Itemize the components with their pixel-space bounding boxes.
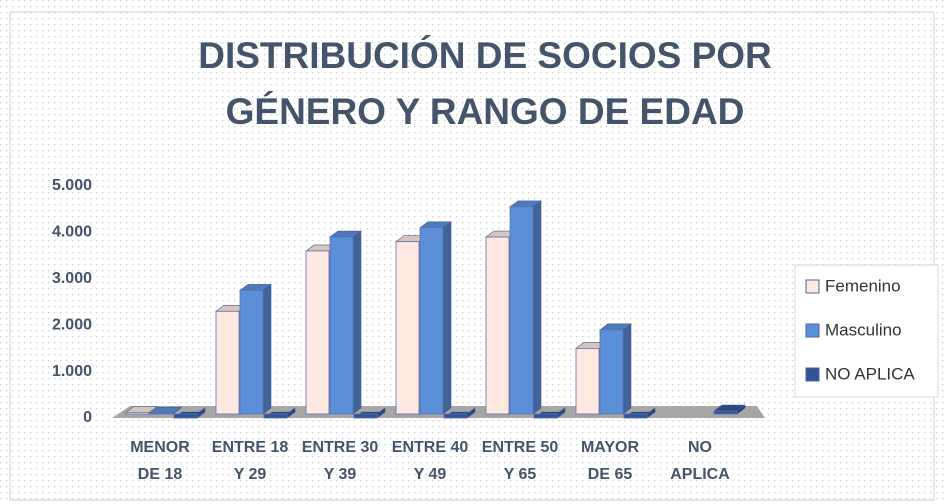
bar-side [532,200,542,415]
x-tick-label: ENTRE 50 Y 65 [481,439,559,483]
bar [239,289,264,415]
bar [533,413,558,419]
bar [329,236,354,415]
legend-label: NO APLICA [825,364,915,383]
legend-label: Masculino [825,320,902,339]
bar [173,413,198,419]
bar [623,413,648,419]
x-tick-label: ENTRE 30 Y 39 [301,439,379,483]
x-tick-label: MAYOR DE 65 [580,439,640,483]
y-tick-label: 5.000 [52,177,92,194]
legend-swatch [805,323,820,338]
bar [263,413,288,419]
bar-side [622,323,632,415]
bar-side [262,283,272,415]
y-tick-label: 4.000 [52,224,92,241]
legend-swatch [805,367,820,382]
y-tick-label: 1.000 [52,363,92,380]
bar [419,227,444,415]
y-tick-label: 0 [83,409,92,426]
bar [395,241,420,415]
chart-title: DISTRIBUCIÓN DE SOCIOS POR GÉNERO Y RANG… [198,35,772,132]
bar [599,329,624,415]
legend-swatch [805,279,820,294]
bar [443,413,468,419]
bar [713,410,738,415]
bar [353,413,378,419]
legend-label: Femenino [825,276,901,295]
bar [305,250,330,415]
x-tick-label: ENTRE 18 Y 29 [211,439,289,483]
chart-border [9,11,935,501]
bar-side [442,221,452,415]
bar [215,310,240,415]
bar [125,412,150,415]
bar [485,236,510,415]
y-tick-label: 2.000 [52,316,92,333]
bar [509,206,534,415]
x-tick-label: NO APLICA [670,439,730,483]
x-tick-label: MENOR DE 18 [130,439,190,483]
x-tick-label: ENTRE 40 Y 49 [391,439,469,483]
bar-side [352,230,362,415]
bar [149,412,174,415]
y-tick-label: 3.000 [52,270,92,287]
bar [575,347,600,415]
